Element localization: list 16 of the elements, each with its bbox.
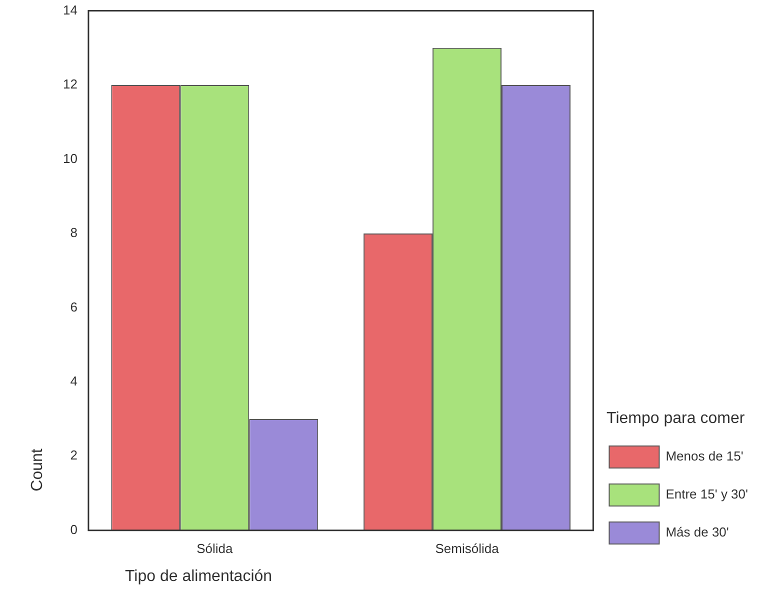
x-axis-title: Tipo de alimentación: [125, 568, 272, 586]
x-tick-label: Sólida: [196, 540, 234, 556]
legend-label: Menos de 15': [666, 448, 744, 464]
y-tick-label: 6: [70, 299, 78, 314]
y-tick-label: 4: [70, 374, 78, 389]
legend-label: Entre 15' y 30': [666, 486, 748, 502]
y-tick-label: 12: [62, 76, 78, 92]
legend-title: Tiempo para comer: [606, 410, 746, 428]
y-tick-label: 2: [70, 448, 78, 463]
y-tick-label: 14: [62, 2, 78, 18]
legend-label: Más de 30': [666, 524, 729, 540]
x-tick-label: Semisólida: [435, 540, 500, 556]
y-axis-title: Count: [29, 448, 47, 492]
y-tick-label: 8: [70, 225, 78, 240]
y-tick-label: 0: [70, 522, 78, 537]
y-tick-label: 10: [62, 150, 78, 166]
